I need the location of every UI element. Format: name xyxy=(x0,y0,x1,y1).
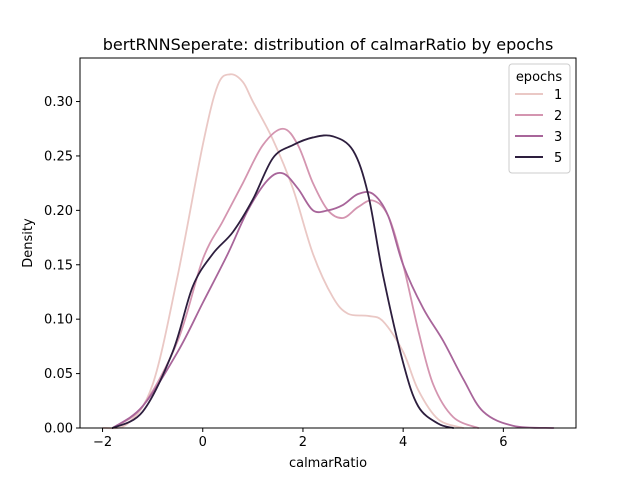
x-axis: −2 0 2 4 6 xyxy=(93,428,507,450)
y-tick-label: 0.00 xyxy=(44,422,73,437)
x-tick-label: 0 xyxy=(199,435,207,450)
legend: epochs 1 2 3 5 xyxy=(508,63,571,174)
x-tick-label: 2 xyxy=(299,435,307,450)
series-1-line xyxy=(101,73,465,430)
y-axis-title: Density xyxy=(21,218,36,268)
y-tick-label: 0.30 xyxy=(44,95,73,110)
series-5-line xyxy=(111,134,455,429)
axes-frame xyxy=(79,57,577,429)
chart-title: bertRNNSeperate: distribution of calmarR… xyxy=(103,35,554,54)
series-3-line xyxy=(111,171,555,429)
x-tick-label: −2 xyxy=(93,435,112,450)
plot-area xyxy=(101,73,555,430)
y-tick-label: 0.20 xyxy=(44,204,73,219)
legend-label-2: 2 xyxy=(554,109,562,124)
y-tick-label: 0.15 xyxy=(44,258,73,273)
x-tick-label: 6 xyxy=(499,435,507,450)
y-tick-label: 0.10 xyxy=(44,313,73,328)
y-tick-label: 0.25 xyxy=(44,149,73,164)
x-axis-title: calmarRatio xyxy=(289,456,367,471)
legend-items: 1 2 3 5 xyxy=(515,88,562,166)
legend-label-3: 3 xyxy=(554,130,562,145)
y-tick-label: 0.05 xyxy=(44,367,73,382)
legend-title: epochs xyxy=(516,70,563,85)
x-tick-label: 4 xyxy=(399,435,407,450)
legend-label-5: 5 xyxy=(554,151,562,166)
series-2-line xyxy=(111,127,480,429)
legend-box xyxy=(508,63,571,174)
legend-label-1: 1 xyxy=(554,88,562,103)
y-axis: 0.00 0.05 0.10 0.15 0.20 0.25 0.30 xyxy=(44,95,80,437)
